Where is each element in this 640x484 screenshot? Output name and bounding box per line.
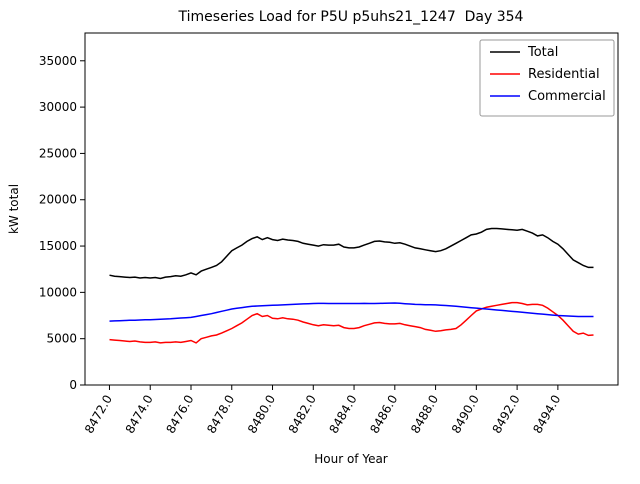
plot-border [84,32,619,386]
x-tick-label: 8486.0 [367,393,400,436]
line-total [109,227,594,280]
legend [479,39,615,117]
x-tick-label: 8494.0 [530,393,563,436]
y-tick-label: 5000 [46,332,77,346]
x-tick-label: 8482.0 [286,393,319,436]
line-commercial [109,302,594,322]
y-tick-label: 15000 [39,239,77,253]
chart-title: Timeseries Load for P5U p5uhs21_1247 Day… [178,9,524,25]
y-tick-label: 10000 [39,285,77,299]
x-tick-label: 8488.0 [408,393,441,436]
y-tick-label: 0 [69,378,77,392]
x-tick-label: 8472.0 [82,393,115,436]
legend-label-commercial: Commercial [528,89,606,104]
legend-label-total: Total [527,45,558,60]
x-tick-label: 8484.0 [327,393,360,436]
legend-label-residential: Residential [528,67,600,82]
x-axis-label: Hour of Year [314,452,388,466]
x-tick-label: 8480.0 [245,393,278,436]
x-tick-label: 8478.0 [204,393,237,436]
x-tick-label: 8476.0 [163,393,196,436]
y-tick-label: 20000 [39,193,77,207]
x-tick-label: 8492.0 [490,393,523,436]
y-tick-label: 35000 [39,54,77,68]
x-tick-label: 8474.0 [123,393,156,436]
x-tick-label: 8490.0 [449,393,482,436]
y-axis-label: kW total [7,184,21,234]
y-tick-label: 25000 [39,146,77,160]
y-tick-label: 30000 [39,100,77,114]
line-residential [109,301,594,344]
